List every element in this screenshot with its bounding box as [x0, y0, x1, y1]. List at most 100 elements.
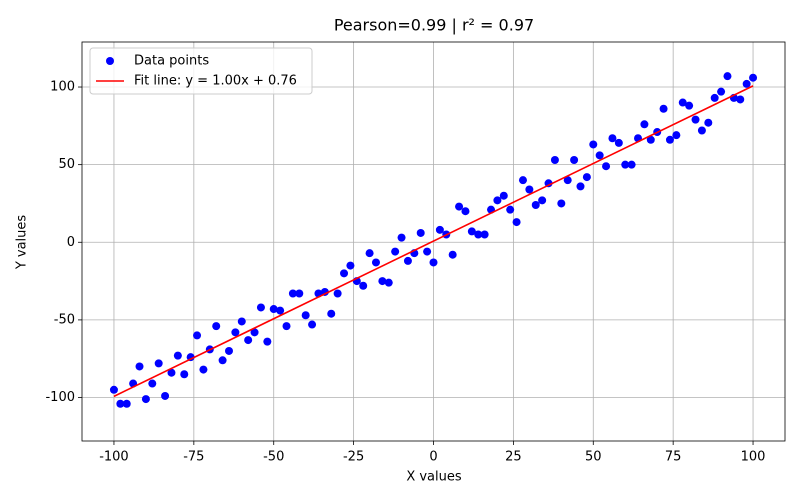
data-point: [474, 230, 483, 239]
data-point: [672, 131, 681, 140]
legend-label: Fit line: y = 1.00x + 0.76: [134, 74, 297, 89]
x-tick-label: 75: [665, 450, 682, 465]
legend-marker: [106, 57, 114, 65]
data-point: [621, 160, 630, 169]
data-point: [384, 278, 393, 287]
data-point: [346, 261, 355, 270]
data-point: [589, 140, 598, 149]
data-point: [736, 95, 745, 104]
data-point: [525, 185, 534, 194]
data-point: [403, 256, 412, 265]
data-point: [122, 399, 131, 408]
y-axis-label: Y values: [15, 215, 30, 271]
data-point: [723, 72, 732, 81]
data-point: [697, 126, 706, 135]
x-tick-label: 0: [429, 450, 437, 465]
data-point: [455, 202, 464, 211]
y-tick-label: 100: [50, 80, 75, 95]
data-point: [161, 391, 170, 400]
data-point: [193, 331, 202, 340]
x-tick-label: 25: [505, 450, 522, 465]
data-point: [320, 287, 329, 296]
data-point: [448, 250, 457, 259]
data-point: [595, 151, 604, 160]
data-point: [640, 120, 649, 129]
data-point: [276, 306, 285, 315]
data-point: [710, 93, 719, 102]
data-point: [685, 101, 694, 110]
data-point: [109, 385, 118, 394]
fit-line: [113, 85, 754, 398]
data-point: [308, 320, 317, 329]
y-tick-label: 50: [58, 157, 75, 172]
y-tick-label: 0: [67, 235, 75, 250]
y-tick-label: -50: [54, 312, 75, 327]
data-point: [602, 162, 611, 171]
y-tick-label: -100: [45, 390, 75, 405]
data-point: [646, 135, 655, 144]
data-point: [359, 281, 368, 290]
data-point: [506, 205, 515, 214]
data-point: [704, 118, 713, 127]
data-point: [557, 199, 566, 208]
data-point: [493, 196, 502, 205]
axes-frame: [81, 41, 786, 442]
data-point: [391, 247, 400, 256]
data-point: [582, 173, 591, 182]
legend-label: Data points: [134, 54, 209, 69]
data-point: [608, 134, 617, 143]
data-point: [678, 98, 687, 107]
data-point: [435, 225, 444, 234]
data-point: [627, 160, 636, 169]
data-point: [224, 346, 233, 355]
data-point: [173, 351, 182, 360]
x-tick-label: 50: [585, 450, 602, 465]
data-point: [256, 303, 265, 312]
data-point: [288, 289, 297, 298]
chart-title: Pearson=0.99 | r² = 0.97: [334, 16, 534, 35]
data-point: [614, 138, 623, 147]
data-point: [295, 289, 304, 298]
data-point: [538, 196, 547, 205]
data-point: [199, 365, 208, 374]
data-point: [269, 305, 278, 314]
data-point: [301, 311, 310, 320]
x-tick-label: -25: [343, 450, 364, 465]
legend-box: [89, 47, 313, 95]
data-point: [378, 277, 387, 286]
data-point: [340, 269, 349, 278]
data-point: [544, 179, 553, 188]
data-point: [237, 317, 246, 326]
data-point: [717, 87, 726, 96]
data-point: [563, 176, 572, 185]
data-point: [518, 176, 527, 185]
data-point: [282, 322, 291, 331]
data-point: [397, 233, 406, 242]
data-point: [250, 328, 259, 337]
data-point: [141, 395, 150, 404]
x-tick-label: -100: [99, 450, 129, 465]
data-point: [429, 258, 438, 267]
x-tick-label: 100: [741, 450, 766, 465]
data-point: [365, 249, 374, 258]
data-point: [576, 182, 585, 191]
data-point: [659, 104, 668, 113]
data-point: [467, 227, 476, 236]
data-point: [665, 135, 674, 144]
data-point: [333, 289, 342, 298]
x-tick-label: -50: [263, 450, 284, 465]
data-point: [212, 322, 221, 331]
data-point: [218, 356, 227, 365]
data-point: [167, 368, 176, 377]
data-point: [499, 191, 508, 200]
data-point: [116, 399, 125, 408]
data-point: [570, 155, 579, 164]
legend: Data points Fit line: y = 1.00x + 0.76: [89, 47, 313, 95]
data-point: [231, 328, 240, 337]
data-point: [371, 258, 380, 267]
data-point: [186, 353, 195, 362]
data-point: [244, 336, 253, 345]
data-point: [263, 337, 272, 346]
data-point: [416, 228, 425, 237]
